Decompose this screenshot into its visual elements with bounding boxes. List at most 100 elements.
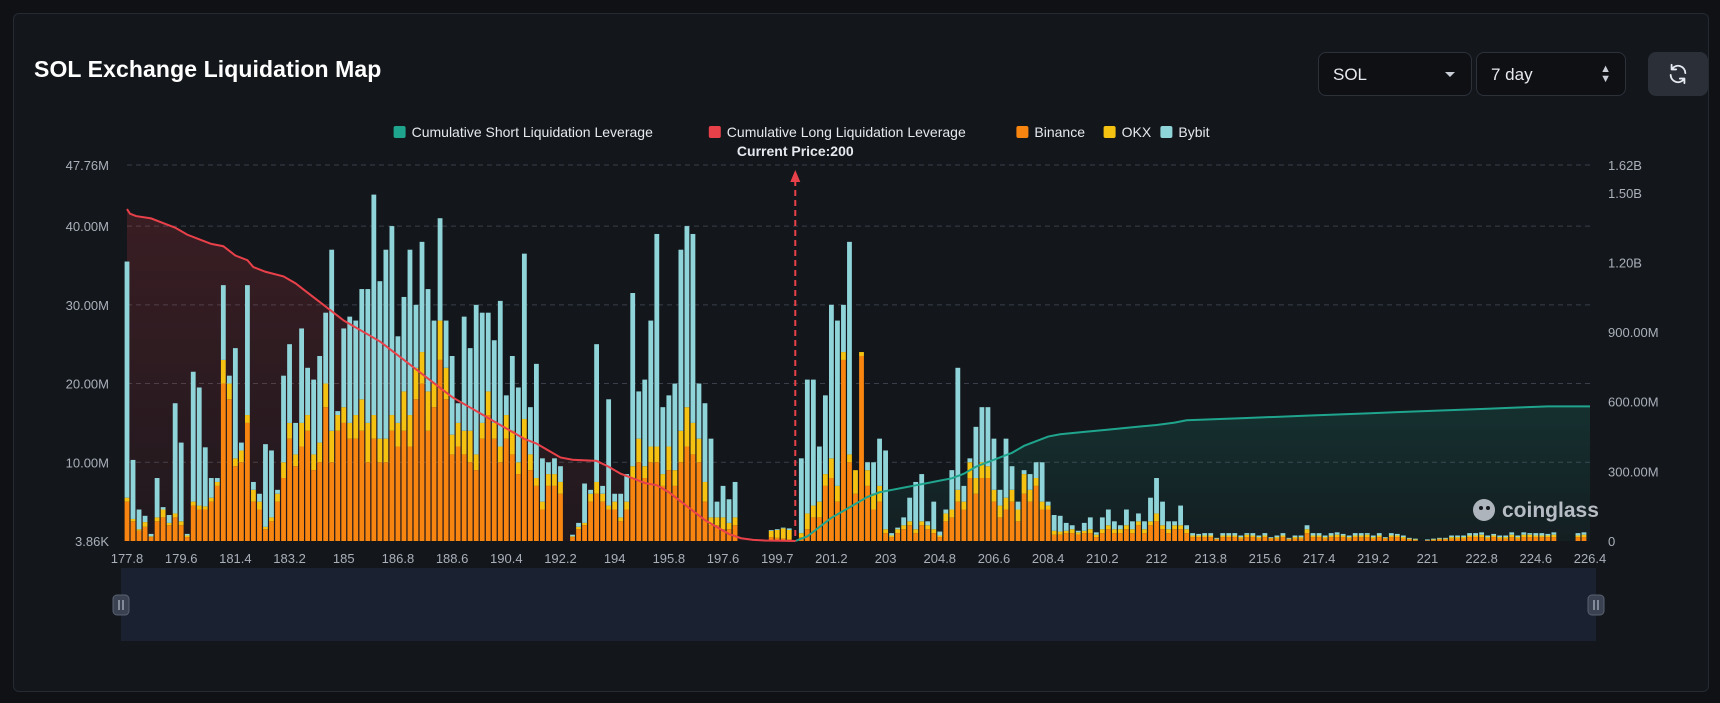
- bar-stack[interactable]: [257, 493, 262, 541]
- bar-stack[interactable]: [353, 320, 359, 541]
- bar-stack[interactable]: [1340, 533, 1346, 541]
- bar-stack[interactable]: [847, 241, 852, 541]
- bar-stack[interactable]: [810, 379, 816, 541]
- bar-stack[interactable]: [1406, 537, 1412, 541]
- bar-stack[interactable]: [1232, 533, 1238, 541]
- bar-stack[interactable]: [1437, 537, 1442, 541]
- bar-stack[interactable]: [317, 355, 323, 541]
- bar-stack[interactable]: [395, 336, 401, 541]
- bar-stack[interactable]: [1148, 497, 1153, 541]
- bar-stack[interactable]: [558, 466, 563, 541]
- bar-stack[interactable]: [907, 497, 913, 541]
- bar-stack[interactable]: [829, 304, 834, 541]
- bar-stack[interactable]: [1117, 525, 1123, 541]
- bar-stack[interactable]: [124, 261, 130, 541]
- bar-stack[interactable]: [1346, 535, 1352, 541]
- bar-stack[interactable]: [540, 458, 545, 541]
- bar-stack[interactable]: [1485, 535, 1491, 541]
- bar-stack[interactable]: [347, 316, 353, 541]
- bar-stack[interactable]: [642, 379, 648, 541]
- bar-stack[interactable]: [473, 304, 479, 541]
- bar-stack[interactable]: [786, 528, 792, 541]
- bar-stack[interactable]: [1298, 535, 1304, 541]
- bar-stack[interactable]: [1551, 532, 1557, 541]
- bar-stack[interactable]: [835, 320, 840, 541]
- bar-stack[interactable]: [1244, 533, 1250, 541]
- bar-stack[interactable]: [1274, 535, 1280, 541]
- bar-stack[interactable]: [714, 501, 720, 541]
- bar-stack[interactable]: [1479, 532, 1485, 541]
- bar-stack[interactable]: [1166, 521, 1171, 541]
- bar-stack[interactable]: [877, 438, 882, 541]
- bar-stack[interactable]: [497, 300, 503, 541]
- bar-stack[interactable]: [1262, 533, 1268, 541]
- bar-stack[interactable]: [413, 304, 419, 541]
- bar-stack[interactable]: [774, 529, 780, 541]
- bar-stack[interactable]: [461, 316, 467, 541]
- bar-stack[interactable]: [684, 226, 690, 541]
- bar-stack[interactable]: [196, 387, 202, 541]
- range-select[interactable]: 7 day ▲ ▼: [1476, 52, 1626, 96]
- bar-stack[interactable]: [220, 285, 226, 541]
- bar-stack[interactable]: [816, 446, 822, 541]
- bar-stack[interactable]: [1280, 533, 1286, 541]
- bar-stack[interactable]: [1352, 533, 1358, 541]
- bar-stack[interactable]: [275, 489, 280, 541]
- bar-stack[interactable]: [148, 533, 154, 541]
- bar-stack[interactable]: [732, 481, 738, 541]
- bar-stack[interactable]: [1358, 533, 1364, 541]
- bar-stack[interactable]: [365, 289, 371, 541]
- bar-stack[interactable]: [804, 379, 810, 541]
- bar-stack[interactable]: [515, 387, 521, 541]
- bar-stack[interactable]: [214, 478, 220, 541]
- bar-stack[interactable]: [1268, 537, 1274, 541]
- bar-stack[interactable]: [154, 478, 160, 541]
- bar-stack[interactable]: [178, 442, 184, 541]
- bar-stack[interactable]: [853, 470, 858, 541]
- bar-stack[interactable]: [871, 462, 876, 541]
- bar-stack[interactable]: [1473, 533, 1479, 541]
- bar-stack[interactable]: [1581, 532, 1587, 541]
- bar-stack[interactable]: [1069, 525, 1075, 541]
- bar-stack[interactable]: [600, 485, 606, 541]
- bar-stack[interactable]: [937, 531, 943, 541]
- bar-stack[interactable]: [1539, 533, 1545, 541]
- bar-stack[interactable]: [931, 501, 937, 541]
- bar-stack[interactable]: [1334, 532, 1340, 541]
- bar-stack[interactable]: [1063, 522, 1069, 541]
- bar-stack[interactable]: [521, 253, 527, 541]
- bar-stack[interactable]: [419, 241, 425, 541]
- bar-stack[interactable]: [624, 474, 630, 541]
- bar-stack[interactable]: [1045, 501, 1051, 541]
- bar-stack[interactable]: [245, 285, 250, 541]
- bar-stack[interactable]: [913, 481, 919, 541]
- bar-stack[interactable]: [678, 249, 684, 541]
- bar-stack[interactable]: [1376, 533, 1382, 541]
- bar-stack[interactable]: [287, 344, 292, 541]
- bar-stack[interactable]: [720, 485, 726, 541]
- slider-handle[interactable]: [112, 594, 130, 616]
- bar-stack[interactable]: [527, 407, 533, 541]
- bar-stack[interactable]: [961, 485, 967, 541]
- bar-stack[interactable]: [1093, 532, 1099, 541]
- bar-stack[interactable]: [371, 194, 377, 541]
- bar-stack[interactable]: [1497, 535, 1503, 541]
- bar-stack[interactable]: [172, 403, 178, 541]
- bar-stack[interactable]: [576, 522, 581, 541]
- bar-stack[interactable]: [1057, 515, 1063, 541]
- bar-stack[interactable]: [269, 450, 274, 541]
- bar-stack[interactable]: [1545, 533, 1551, 541]
- bar-stack[interactable]: [299, 328, 304, 541]
- bar-stack[interactable]: [883, 450, 888, 541]
- bar-stack[interactable]: [1322, 535, 1328, 541]
- bar-stack[interactable]: [865, 462, 870, 541]
- bar-stack[interactable]: [1075, 530, 1081, 541]
- bar-stack[interactable]: [1087, 517, 1093, 541]
- bar-stack[interactable]: [859, 352, 864, 541]
- bar-stack[interactable]: [919, 474, 925, 541]
- bar-stack[interactable]: [588, 489, 593, 541]
- bar-stack[interactable]: [491, 340, 497, 541]
- bar-stack[interactable]: [1370, 535, 1376, 541]
- bar-stack[interactable]: [1202, 533, 1208, 541]
- bar-stack[interactable]: [1226, 533, 1232, 541]
